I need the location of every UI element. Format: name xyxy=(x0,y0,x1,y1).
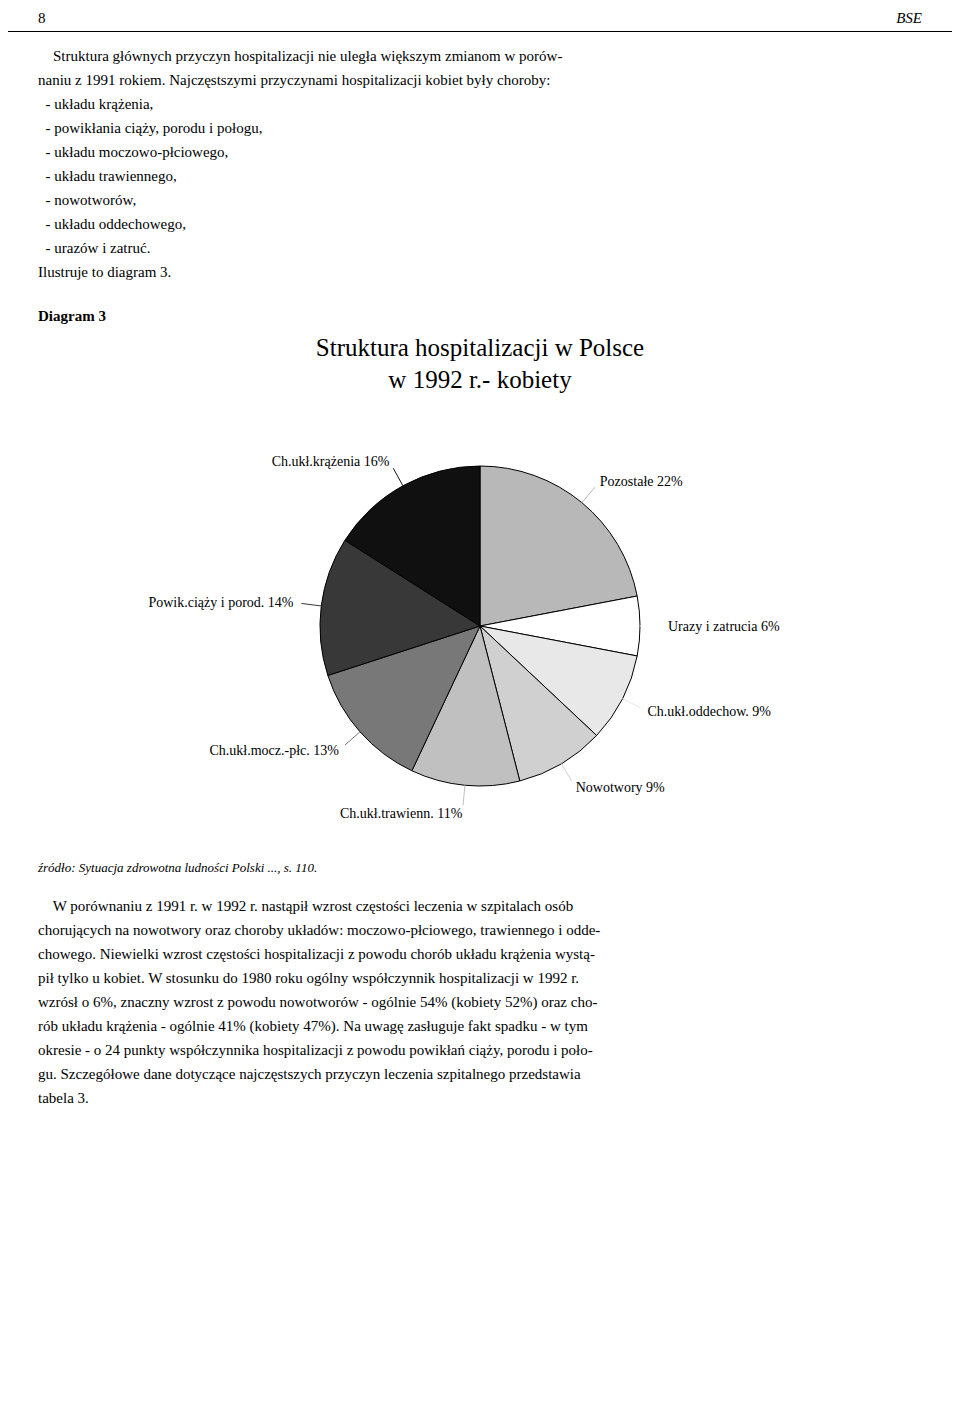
html-text:w 1992 r.- kobiety: w 1992 r.- kobiety xyxy=(388,366,572,393)
html-text:- powikłania ciąży, porodu i p: - powikłania ciąży, porodu i połogu, xyxy=(38,120,263,136)
html-text:- nowotworów,: - nowotworów, xyxy=(38,192,137,208)
html-text:- układu oddechowego,: - układu oddechowego, xyxy=(38,216,186,232)
html-text:rób układu krążenia - ogólnie: rób układu krążenia - ogólnie 41% (kobie… xyxy=(38,1018,588,1034)
html-text:Ilustruje to diagram 3.: Ilustruje to diagram 3. xyxy=(38,264,172,280)
svg-text:Ch.ukł.mocz.-płc. 13%: Ch.ukł.mocz.-płc. 13% xyxy=(209,743,339,758)
svg-text:Nowotwory 9%: Nowotwory 9% xyxy=(576,780,665,795)
html-text:- układu trawiennego,: - układu trawiennego, xyxy=(38,168,177,184)
svg-text:Ch.ukł.trawienn. 11%: Ch.ukł.trawienn. 11% xyxy=(340,806,463,821)
html-text:- urazów i zatruć.: - urazów i zatruć. xyxy=(38,240,151,256)
html-text:W porównaniu z 1991 r. w 1992: W porównaniu z 1991 r. w 1992 r. nastąpi… xyxy=(38,898,574,914)
html-text:- układu krążenia,: - układu krążenia, xyxy=(38,96,154,112)
html-text:Struktura głównych przyczyn ho: Struktura głównych przyczyn hospitalizac… xyxy=(38,48,563,64)
svg-text:Ch.ukł.oddechow. 9%: Ch.ukł.oddechow. 9% xyxy=(648,704,772,719)
html-text:8: 8 xyxy=(38,10,46,26)
html-text:okresie - o 24 punkty współczy: okresie - o 24 punkty współczynnika hosp… xyxy=(38,1042,593,1058)
html-text:gu. Szczegółowe dane dotyczące: gu. Szczegółowe dane dotyczące najczęsts… xyxy=(38,1066,581,1082)
html-text:źródło: Sytuacja zdrowotna lud: źródło: Sytuacja zdrowotna ludności Pols… xyxy=(38,860,318,875)
html-text:wzrósł o 6%, znaczny wzrost z: wzrósł o 6%, znaczny wzrost z powodu now… xyxy=(38,994,598,1010)
html-text:pił tylko u kobiet. W stosunku: pił tylko u kobiet. W stosunku do 1980 r… xyxy=(38,970,580,986)
svg-text:Pozostałe 22%: Pozostałe 22% xyxy=(600,474,683,489)
svg-text:Powik.ciąży i porod. 14%: Powik.ciąży i porod. 14% xyxy=(148,595,293,610)
svg-text:Urazy i zatrucia 6%: Urazy i zatrucia 6% xyxy=(668,619,780,634)
svg-text:Ch.ukł.krążenia 16%: Ch.ukł.krążenia 16% xyxy=(272,454,390,469)
html-text:tabela 3.: tabela 3. xyxy=(38,1090,89,1106)
html-text:BSE: BSE xyxy=(896,10,922,26)
html-text:chowego. Niewielki wzrost częs: chowego. Niewielki wzrost częstości hosp… xyxy=(38,946,595,962)
html-text:Diagram 3: Diagram 3 xyxy=(38,308,106,324)
html-text:- układu moczowo-płciowego,: - układu moczowo-płciowego, xyxy=(38,144,229,160)
html-text:naniu z 1991 rokiem. Najczęsts: naniu z 1991 rokiem. Najczęstszymi przyc… xyxy=(38,72,551,88)
html-text:Struktura hospitalizacji w Pol: Struktura hospitalizacji w Polsce xyxy=(315,334,645,361)
html-text:chorujących na nowotwory oraz: chorujących na nowotwory oraz choroby uk… xyxy=(38,922,601,938)
